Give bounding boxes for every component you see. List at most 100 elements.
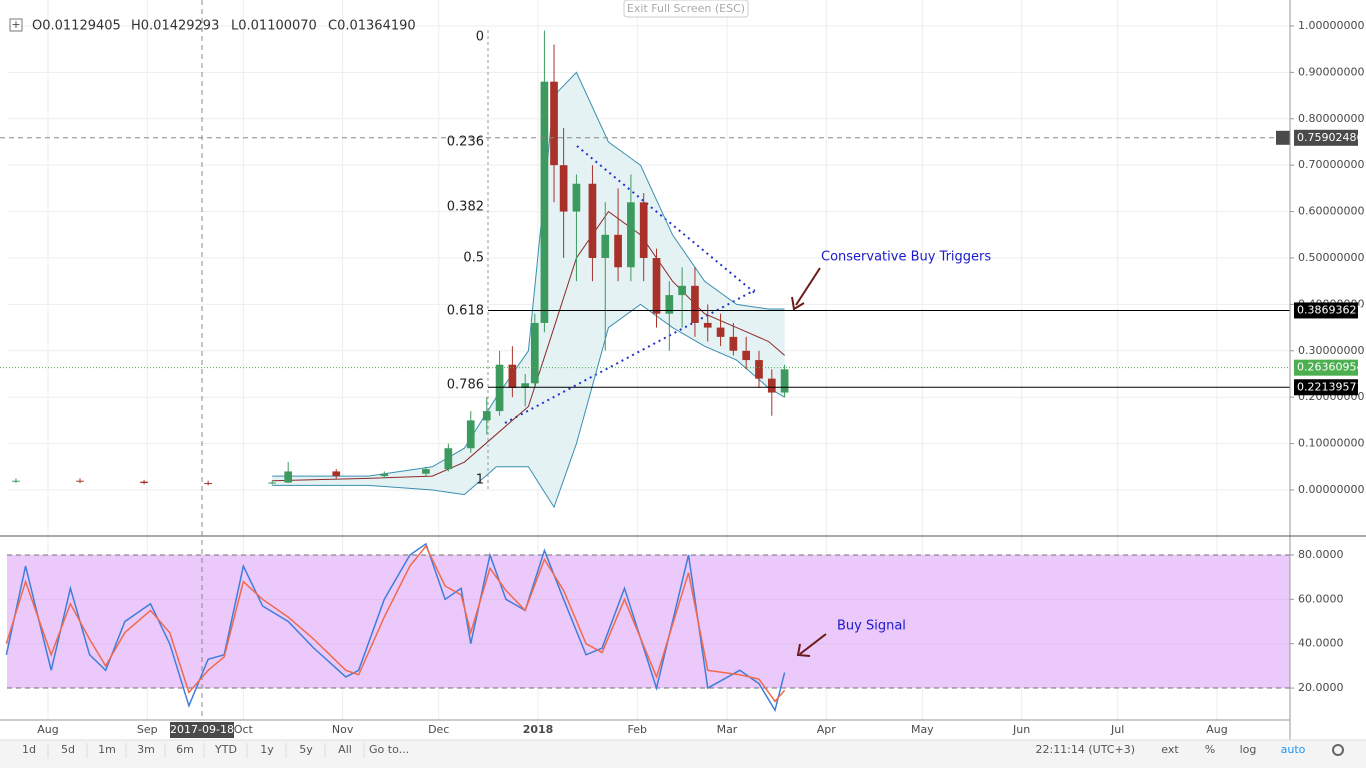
settings-button[interactable] bbox=[1332, 744, 1344, 756]
candle-body bbox=[627, 202, 635, 268]
annotation-arrow bbox=[799, 633, 827, 655]
range-button[interactable]: 5d bbox=[61, 743, 75, 756]
candle-body bbox=[601, 234, 610, 258]
range-button[interactable]: YTD bbox=[214, 743, 237, 756]
annotation-arrow bbox=[795, 267, 821, 306]
range-button[interactable]: 3m bbox=[137, 743, 155, 756]
fib-label: 1 bbox=[476, 473, 484, 488]
ohlc-high: H0.01429293 bbox=[131, 19, 219, 34]
x-tick-label: Jun bbox=[1012, 723, 1030, 736]
x-tick-label: Nov bbox=[332, 723, 354, 736]
stoch-line bbox=[5, 542, 786, 713]
x-tick-label: Feb bbox=[628, 723, 647, 736]
candle-body bbox=[550, 81, 558, 166]
option-button[interactable]: log bbox=[1240, 743, 1257, 756]
candle-body bbox=[521, 383, 530, 388]
fib-label: 0.786 bbox=[447, 378, 484, 393]
price-label: 0.26360954 bbox=[1297, 361, 1363, 374]
y-tick-label: 0.00000000 bbox=[1298, 483, 1364, 496]
candle-body bbox=[12, 480, 20, 482]
plus-button[interactable] bbox=[1276, 130, 1290, 145]
exit-fullscreen-button[interactable] bbox=[623, 0, 749, 18]
candle-body bbox=[508, 364, 517, 388]
candle-body bbox=[639, 202, 648, 258]
candle-body bbox=[332, 471, 341, 477]
candle-body bbox=[716, 327, 725, 337]
ohlc-open: O0.01129405 bbox=[32, 19, 121, 34]
price-label: 0.75902486 bbox=[1297, 131, 1363, 144]
data-layer bbox=[0, 30, 1290, 713]
candle-body bbox=[284, 471, 293, 483]
crosshair-date: 2017-09-18 bbox=[170, 723, 234, 736]
ohlc-close: C0.01364190 bbox=[328, 19, 416, 34]
collapse-icon-plus[interactable]: + bbox=[11, 18, 20, 31]
stoch-line bbox=[5, 544, 786, 703]
x-tick-label: Oct bbox=[234, 723, 254, 736]
clock: 22:11:14 (UTC+3) bbox=[1035, 743, 1135, 756]
candle-body bbox=[691, 285, 699, 323]
overlay-layer: Aug Sep Oct Nov Dec 2018 Feb Mar Apr May Jun Jul Aug… bbox=[37, 19, 1364, 736]
candle-body bbox=[444, 448, 453, 470]
y-tick-label: 40.0000 bbox=[1298, 637, 1344, 650]
x-tick-label: May bbox=[911, 723, 934, 736]
candle-body bbox=[268, 482, 277, 484]
candle-body bbox=[703, 322, 712, 328]
range-button[interactable]: 1y bbox=[260, 743, 274, 756]
x-tick-label: Sep bbox=[137, 723, 158, 736]
range-button[interactable]: All bbox=[338, 743, 352, 756]
stoch-band bbox=[7, 554, 1290, 689]
x-tick-label: Jul bbox=[1110, 723, 1124, 736]
y-tick-label: 0.10000000 bbox=[1298, 437, 1364, 450]
toolbar-items: 1d 5d 1m 3m 6m YTD 1y 5y All Go to... 22:11:14 (UT… bbox=[22, 743, 1344, 758]
crosshair-date-box bbox=[170, 722, 234, 738]
candle-body bbox=[614, 234, 622, 268]
y-tick-label: 20.0000 bbox=[1298, 681, 1344, 694]
candle-body bbox=[572, 183, 581, 212]
trendline bbox=[504, 289, 756, 424]
fib-label: 0.5 bbox=[463, 251, 484, 266]
price-label-box bbox=[1294, 379, 1358, 396]
candle-body bbox=[422, 469, 430, 474]
option-button[interactable]: % bbox=[1205, 743, 1215, 756]
x-tick-label: Aug bbox=[37, 723, 58, 736]
y-tick-label: 0.70000000 bbox=[1298, 158, 1364, 171]
collapse-icon[interactable] bbox=[9, 18, 23, 32]
x-tick-label: Aug bbox=[1206, 723, 1227, 736]
candle-body bbox=[559, 165, 568, 212]
x-tick-label: Mar bbox=[717, 723, 738, 736]
y-tick-label: 60.0000 bbox=[1298, 592, 1344, 605]
fib-label: 0.382 bbox=[447, 200, 484, 215]
candle-body bbox=[652, 257, 661, 314]
candle-body bbox=[540, 81, 549, 323]
y-tick-label: 0.30000000 bbox=[1298, 344, 1364, 357]
candle-body bbox=[678, 285, 686, 296]
annotation-arrowhead bbox=[791, 296, 805, 311]
candle-body bbox=[530, 322, 539, 384]
range-button[interactable]: 5y bbox=[299, 743, 313, 756]
exit-fullscreen-label[interactable]: Exit Full Screen (ESC) bbox=[627, 2, 745, 15]
option-button[interactable]: auto bbox=[1281, 743, 1306, 756]
y-tick-label: 0.50000000 bbox=[1298, 251, 1364, 264]
candle-body bbox=[482, 411, 491, 421]
range-button[interactable]: 1m bbox=[98, 743, 116, 756]
range-button[interactable]: 6m bbox=[176, 743, 194, 756]
candle-body bbox=[466, 420, 475, 449]
annotation-arrowhead bbox=[796, 643, 811, 657]
candle-body bbox=[380, 473, 389, 477]
y-tick-label: 1.00000000 bbox=[1298, 19, 1364, 32]
y-tick-label: 0.60000000 bbox=[1298, 205, 1364, 218]
price-label: 0.38693621 bbox=[1297, 303, 1363, 316]
goto-button[interactable]: Go to... bbox=[369, 743, 409, 756]
range-button[interactable]: 1d bbox=[22, 743, 36, 756]
candle-body bbox=[742, 350, 751, 361]
candle-body bbox=[729, 336, 738, 351]
price-label-box bbox=[1294, 129, 1358, 146]
candle-body bbox=[495, 364, 504, 412]
candle-body bbox=[780, 369, 789, 393]
price-label-box bbox=[1294, 302, 1358, 319]
candle-body bbox=[204, 483, 212, 485]
option-button[interactable]: ext bbox=[1161, 743, 1179, 756]
price-label-box bbox=[1294, 359, 1358, 376]
candle-body bbox=[140, 481, 148, 484]
